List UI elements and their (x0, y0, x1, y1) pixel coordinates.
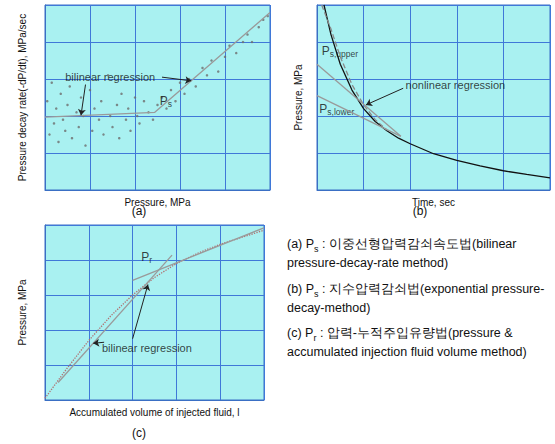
svg-text:(a): (a) (132, 204, 147, 218)
svg-text:Pressure, MPa: Pressure, MPa (124, 196, 191, 208)
svg-text:(b): (b) (413, 204, 428, 218)
svg-text:Pressure, MPa: Pressure, MPa (293, 64, 304, 131)
svg-text:P: P (141, 250, 149, 264)
svg-text:P: P (322, 44, 330, 58)
html-text:(b) Ps: 지수압력감쇠법(exponential pr: (b) Ps: 지수압력감쇠법(exponential pressure-dec… (287, 281, 545, 315)
svg-text:s,lower: s,lower (327, 106, 355, 117)
svg-text:bilinear regression: bilinear regression (65, 71, 155, 83)
svg-text:nonlinear regression: nonlinear regression (406, 79, 506, 91)
svg-text:P: P (160, 94, 168, 108)
svg-text:Accumulated volume of injected: Accumulated volume of injected fluid, l (69, 407, 239, 418)
svg-text:r: r (149, 255, 152, 265)
html-text:(c) Pr: 압력-누적주입유량법(pressure &: (c) Pr: 압력-누적주입유량법(pressure & accumulate… (287, 326, 527, 360)
svg-text:Pressure decay rate(-dP/dt), M: Pressure decay rate(-dP/dt), MPa/sec (17, 14, 28, 181)
html-text:(a) Ps: 이중선형압력감쇠속도법(bilinear p: (a) Ps: 이중선형압력감쇠속도법(bilinear pressure-de… (287, 237, 517, 271)
svg-text:bilinear regression: bilinear regression (102, 342, 192, 354)
svg-text:Pressure, MPa: Pressure, MPa (17, 279, 28, 346)
svg-text:(c): (c) (132, 426, 146, 440)
svg-text:P: P (319, 102, 327, 116)
svg-text:s,upper: s,upper (330, 49, 359, 59)
svg-text:s: s (167, 99, 172, 110)
svg-text:Time, sec: Time, sec (412, 196, 455, 208)
